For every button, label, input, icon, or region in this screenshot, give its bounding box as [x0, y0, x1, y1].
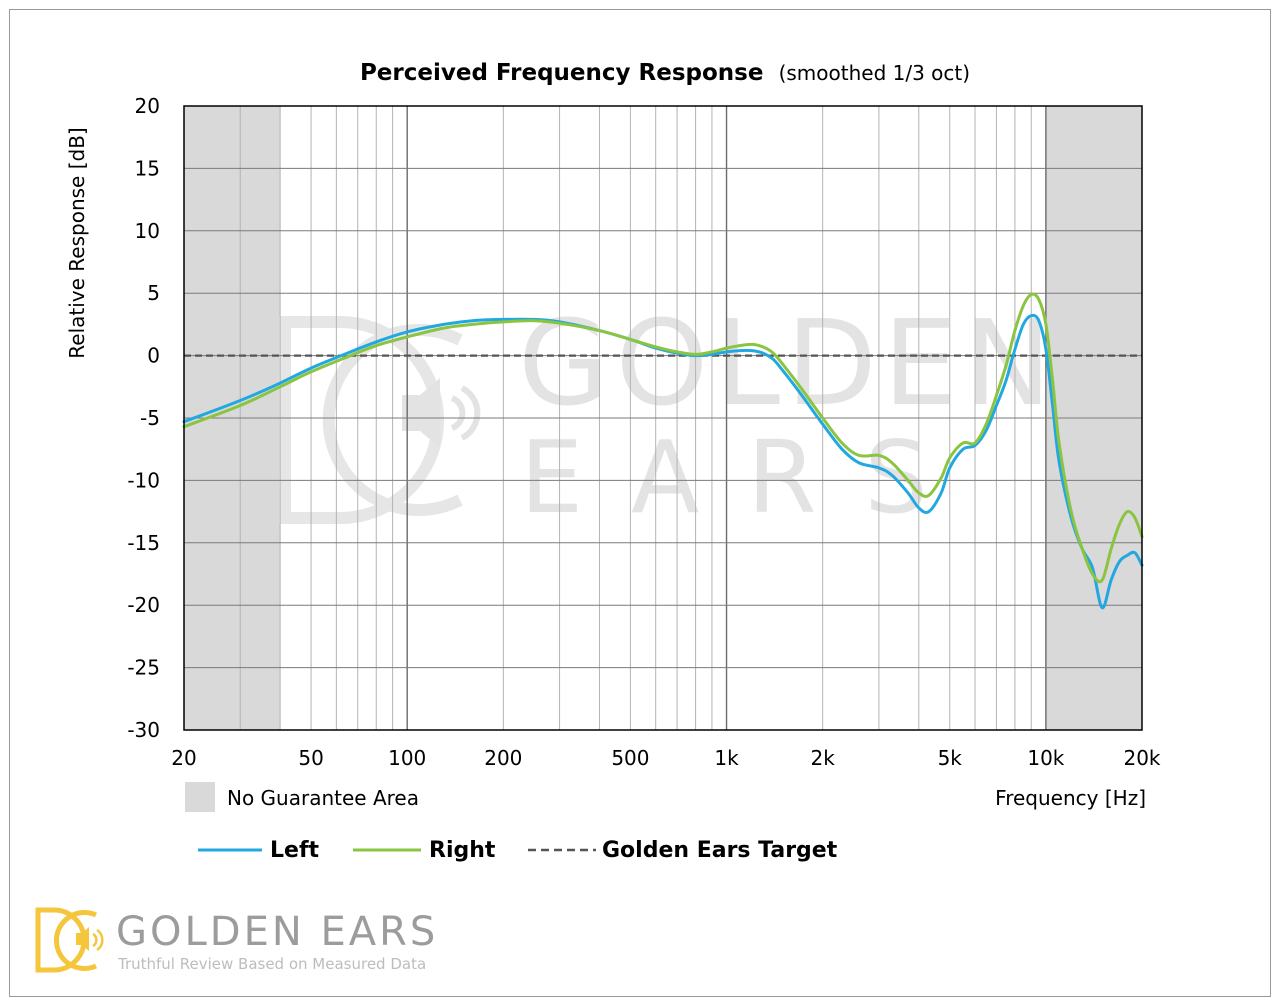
legend: Left Right Golden Ears Target [198, 838, 838, 863]
x-tick-label: 20 [171, 746, 196, 770]
watermark-logo: GOLDEN E A R S [279, 294, 1058, 536]
y-tick-label: -10 [127, 468, 160, 492]
y-tick-label: -30 [127, 718, 160, 742]
brand-tagline: Truthful Review Based on Measured Data [117, 955, 426, 973]
y-tick-label: -25 [127, 656, 160, 680]
x-axis-label: Frequency [Hz] [995, 786, 1146, 810]
x-tick-label: 5k [938, 746, 963, 770]
y-tick-label: 20 [135, 94, 160, 118]
x-tick-label: 500 [611, 746, 649, 770]
plot-border [183, 105, 1143, 731]
y-tick-label: 5 [147, 281, 160, 305]
chart-subtitle: (smoothed 1/3 oct) [779, 61, 970, 85]
x-tick-label: 100 [388, 746, 426, 770]
legend-label-left: Left [270, 838, 320, 863]
x-tick-labels: 20 50 100 200 500 1k 2k 5k 10k 20k [171, 746, 1161, 770]
no-guarantee-swatch [185, 782, 215, 812]
no-guarantee-label: No Guarantee Area [227, 786, 419, 810]
series-line-left [182, 313, 1144, 610]
y-axis-label: Relative Response [dB] [65, 127, 89, 358]
watermark-text-bottom: E A R S [520, 419, 936, 536]
brand-logo-speaker-icon [76, 927, 89, 951]
chart-title-main: Perceived Frequency Response [360, 60, 764, 86]
y-tick-label: 10 [135, 219, 160, 243]
y-tick-labels: 20 15 10 5 0 -5 -10 -15 -20 -25 -30 [127, 94, 160, 742]
watermark-text-top: GOLDEN [518, 294, 1058, 432]
x-tick-label: 20k [1123, 746, 1160, 770]
y-tick-label: -20 [127, 593, 160, 617]
x-tick-label: 1k [714, 746, 739, 770]
y-tick-label: -15 [127, 531, 160, 555]
y-tick-label: 15 [135, 156, 160, 180]
series-line-right [182, 292, 1144, 584]
y-tick-label: -5 [140, 406, 160, 430]
x-tick-label: 200 [484, 746, 522, 770]
x-tick-label: 10k [1027, 746, 1064, 770]
brand-logo-c-icon [53, 910, 98, 971]
legend-label-right: Right [429, 838, 496, 863]
x-tick-label: 50 [298, 746, 323, 770]
data-series [182, 292, 1144, 610]
grid-lines [183, 105, 1143, 731]
x-tick-label: 2k [811, 746, 836, 770]
brand-name: GOLDEN EARS [116, 909, 438, 955]
legend-label-target: Golden Ears Target [602, 838, 838, 863]
chart-title: Perceived Frequency Response (smoothed 1… [360, 60, 970, 86]
y-tick-label: 0 [147, 344, 160, 368]
brand-logo [35, 907, 104, 973]
